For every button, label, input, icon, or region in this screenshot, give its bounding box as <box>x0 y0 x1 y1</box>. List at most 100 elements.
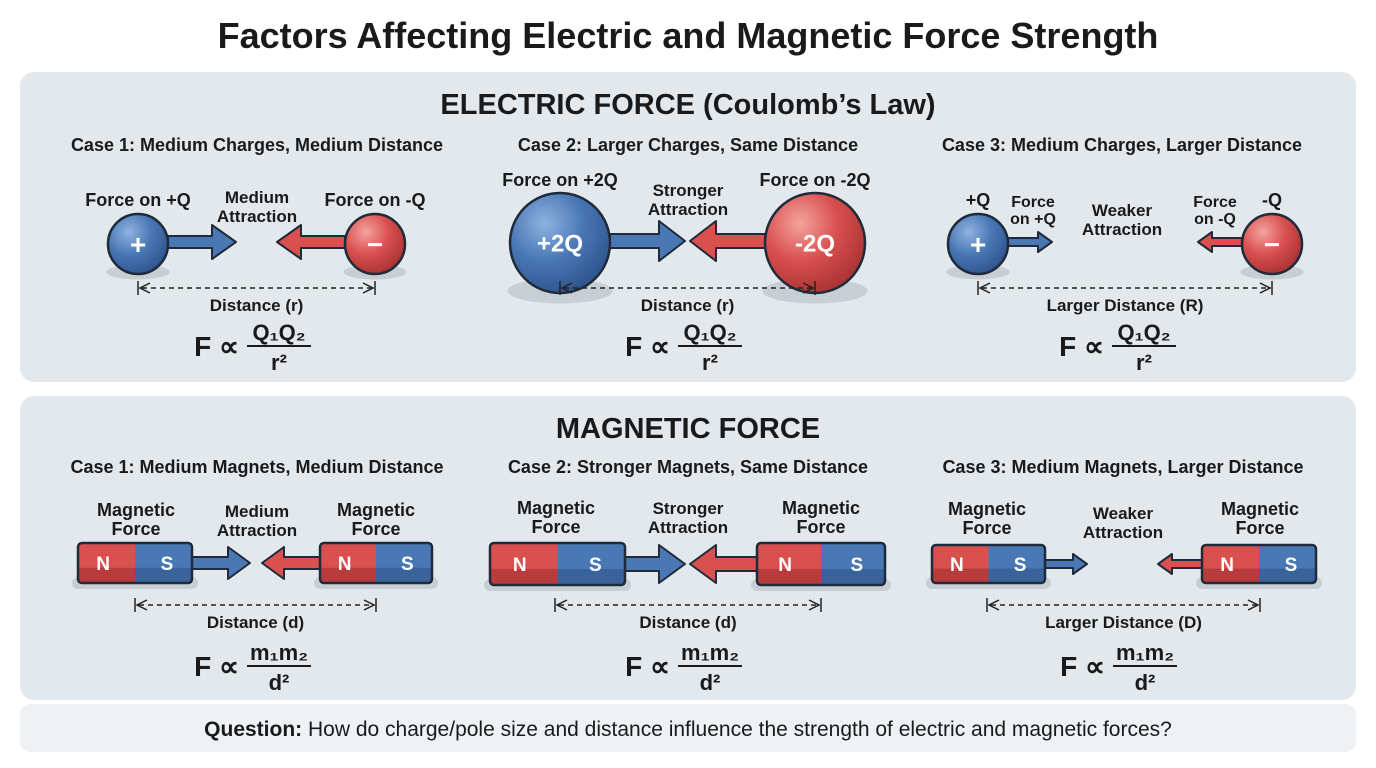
magnet-outline <box>488 541 627 587</box>
distance-label: Distance (d) <box>639 613 736 632</box>
formula-lhs: F ∝ <box>194 651 239 682</box>
distance-arrowhead <box>560 282 815 294</box>
right-label: Magnetic <box>337 500 415 520</box>
left-force-label: on +Q <box>1010 211 1056 228</box>
positive-charge <box>106 212 170 276</box>
case-title: Case 2: Stronger Magnets, Same Distance <box>508 457 868 477</box>
formula-numerator: m₁m₂ <box>1116 640 1174 665</box>
right-label: Force on -2Q <box>759 170 870 190</box>
attraction-label: Weaker <box>1093 504 1154 523</box>
north-shade <box>932 568 989 583</box>
attraction-label: Attraction <box>1082 220 1162 239</box>
pole-label-n: N <box>96 554 110 575</box>
right-label: Force <box>1235 518 1284 538</box>
attraction-label: Stronger <box>653 181 724 200</box>
right-label: Force <box>351 519 400 539</box>
magnet-right <box>318 541 434 585</box>
negative-charge-symbol: − <box>1264 229 1280 260</box>
magnet-outline <box>755 541 887 587</box>
main-title: Factors Affecting Electric and Magnetic … <box>218 15 1159 56</box>
force-arrow-negative <box>276 224 346 260</box>
magnetic-force-arrow-right <box>689 544 758 584</box>
north-shade <box>490 569 558 585</box>
case-title: Case 3: Medium Magnets, Larger Distance <box>942 457 1303 477</box>
left-label: Magnetic <box>948 499 1026 519</box>
pole-label-n: N <box>950 555 964 576</box>
formula-denominator: r² <box>271 350 287 375</box>
formula-numerator: m₁m₂ <box>681 640 739 665</box>
magnet-left <box>488 541 627 587</box>
left-label: Magnetic <box>97 500 175 520</box>
magnet-right <box>1200 543 1318 585</box>
force-arrow-positive <box>167 224 237 260</box>
pole-label-s: S <box>850 555 863 576</box>
magnet-outline <box>318 541 434 585</box>
pole-label-s: S <box>161 554 174 575</box>
formula-numerator: Q₁Q₂ <box>683 320 736 345</box>
distance-label: Distance (d) <box>207 613 304 632</box>
negative-charge <box>1240 212 1304 276</box>
south-shade <box>557 569 625 585</box>
positive-charge <box>946 212 1010 276</box>
magnet-left <box>930 543 1047 585</box>
distance-arrowhead <box>135 599 376 611</box>
magnetic-force-arrow-left <box>191 546 251 580</box>
south-shade <box>1259 568 1316 583</box>
right-label: Force on -Q <box>324 190 425 210</box>
magnetic-force-arrow-right <box>1157 553 1203 575</box>
distance-arrowhead <box>978 282 1272 294</box>
pole-label-n: N <box>338 554 352 575</box>
right-label: -Q <box>1262 190 1282 210</box>
south-shade <box>821 569 885 585</box>
north-shade <box>757 569 821 585</box>
left-label: Magnetic <box>517 498 595 518</box>
pole-label-s: S <box>1014 555 1027 576</box>
case-title: Case 1: Medium Magnets, Medium Distance <box>70 457 443 477</box>
distance-label: Distance (r) <box>641 296 735 315</box>
distance-label: Larger Distance (R) <box>1047 296 1204 315</box>
negative-charge-symbol: -2Q <box>795 231 835 258</box>
negative-charge <box>343 212 407 276</box>
south-shade <box>376 567 432 583</box>
right-label: Force <box>796 517 845 537</box>
right-label: Magnetic <box>1221 499 1299 519</box>
magnet-right <box>755 541 887 587</box>
magnetic-force-arrow-left <box>1044 553 1088 575</box>
formula-lhs: F ∝ <box>625 651 670 682</box>
pole-label-n: N <box>778 555 792 576</box>
negative-charge-symbol: − <box>367 229 383 260</box>
formula-lhs: F ∝ <box>1060 651 1105 682</box>
pole-label-n: N <box>513 555 527 576</box>
attraction-label: Medium <box>225 502 289 521</box>
formula-numerator: m₁m₂ <box>250 640 308 665</box>
force-arrow-negative <box>1197 231 1243 253</box>
north-shade <box>320 567 376 583</box>
left-label: Force <box>962 518 1011 538</box>
attraction-label: Weaker <box>1092 201 1153 220</box>
magnetic-force-arrow-left <box>624 544 686 584</box>
question-label: Question: <box>204 718 302 741</box>
north-shade <box>78 567 135 583</box>
attraction-label: Attraction <box>1083 523 1163 542</box>
left-label: +Q <box>966 190 991 210</box>
attraction-label: Stronger <box>653 499 724 518</box>
distance-arrowhead <box>138 282 375 294</box>
left-force-label: Force <box>1011 194 1055 211</box>
left-label: Force <box>111 519 160 539</box>
pole-label-s: S <box>401 554 414 575</box>
question-text: How do charge/pole size and distance inf… <box>302 718 1172 741</box>
magnetic-panel <box>20 396 1356 700</box>
attraction-label: Attraction <box>648 200 728 219</box>
case-title: Case 3: Medium Charges, Larger Distance <box>942 135 1302 155</box>
attraction-label: Attraction <box>217 207 297 226</box>
formula-denominator: r² <box>1136 350 1152 375</box>
force-arrow-positive <box>1007 231 1053 253</box>
pole-label-s: S <box>1285 555 1298 576</box>
case-title: Case 2: Larger Charges, Same Distance <box>518 135 858 155</box>
force-arrow-negative <box>689 220 766 262</box>
question-bar <box>20 704 1356 752</box>
pole-label-n: N <box>1220 555 1234 576</box>
formula-numerator: Q₁Q₂ <box>252 320 305 345</box>
magnet-outline <box>930 543 1047 585</box>
